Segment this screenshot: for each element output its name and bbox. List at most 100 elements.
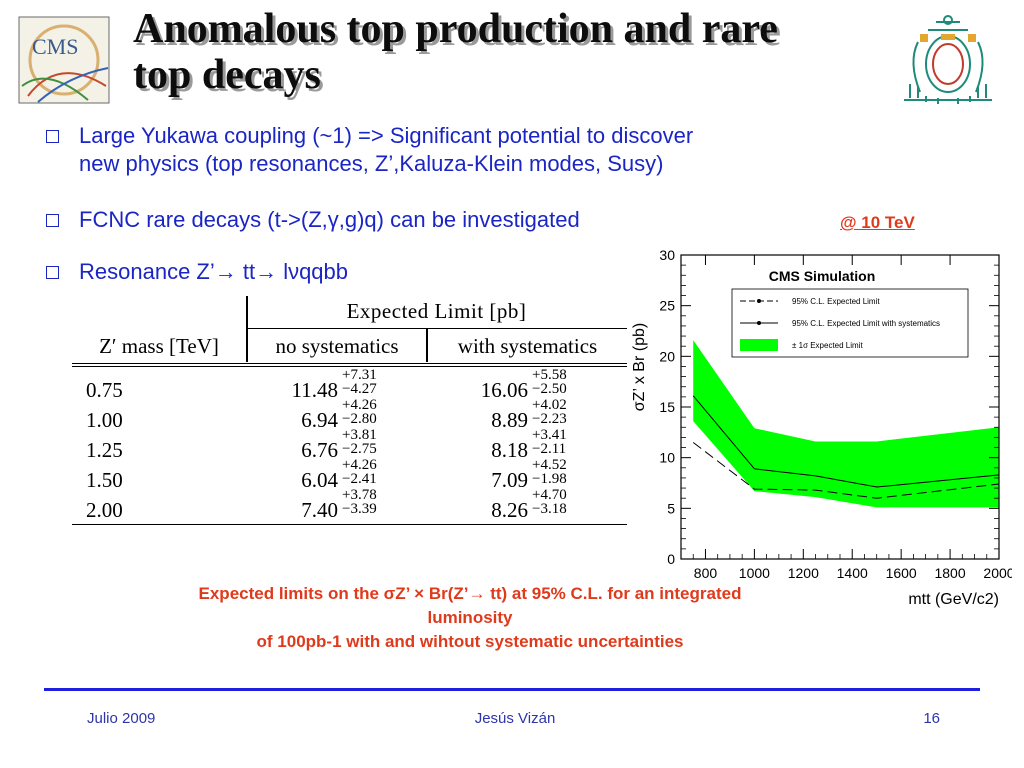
footer-rule bbox=[44, 688, 980, 691]
cms-logo-text: CMS bbox=[32, 34, 78, 59]
cell-sys-err: +4.02 −2.23 bbox=[532, 397, 567, 427]
table-col-mass: Z′ mass [TeV] bbox=[99, 334, 219, 358]
err-up: +4.02 bbox=[532, 397, 567, 413]
limit-chart-svg: 0 5 10 15 20 25 30 800 1000 1200 1400 1600 1800 2000 C… bbox=[631, 247, 1015, 608]
table-col-nosys: no systematics bbox=[275, 334, 399, 358]
energy-label: @ 10 TeV bbox=[840, 213, 915, 232]
x-axis-label: mtt (GeV/c2) bbox=[908, 591, 999, 608]
table-rule bbox=[72, 366, 627, 367]
x-tick-label: 800 bbox=[694, 565, 718, 581]
cell-nosys-err: +4.26 −2.41 bbox=[342, 458, 377, 487]
cell-nosys: 7.40 bbox=[301, 498, 338, 522]
y-tick-label: 15 bbox=[659, 399, 675, 415]
band-1sigma bbox=[693, 340, 999, 508]
legend-swatch-band bbox=[740, 339, 778, 351]
cell-sys: 16.06 bbox=[480, 378, 528, 402]
cell-mass: 0.75 bbox=[86, 378, 123, 402]
cell-mass: 1.50 bbox=[86, 468, 123, 492]
cell-nosys-err: +7.31 −4.27 bbox=[342, 367, 377, 397]
err-up: +3.41 bbox=[532, 427, 567, 443]
cell-mass: 1.00 bbox=[86, 408, 123, 432]
cell-nosys-err: +4.26 −2.80 bbox=[342, 397, 377, 427]
err-up: +5.58 bbox=[532, 367, 567, 383]
caption-line3: of 100pb-1 with and wihtout systematic u… bbox=[256, 632, 684, 651]
slide-title-line1: Anomalous top production and rare bbox=[133, 6, 778, 52]
x-tick-label: 1600 bbox=[886, 565, 917, 581]
err-up: +3.78 bbox=[342, 487, 377, 503]
caption-line1: Expected limits on the σZ’ × Br(Z’→ tt) … bbox=[198, 584, 742, 603]
legend-marker bbox=[757, 299, 761, 303]
table-divider bbox=[246, 328, 248, 362]
cell-nosys: 11.48 bbox=[291, 378, 338, 402]
table-rule bbox=[246, 328, 627, 329]
chart-title: CMS Simulation bbox=[769, 268, 876, 284]
x-tick-label: 1200 bbox=[788, 565, 819, 581]
bullet-box-icon bbox=[46, 266, 59, 279]
err-down: −2.11 bbox=[532, 441, 567, 457]
cms-logo: CMS bbox=[18, 16, 110, 104]
cell-nosys-err: +3.81 −2.75 bbox=[342, 427, 377, 457]
err-down: −4.27 bbox=[342, 381, 377, 397]
bullet-resonance: Resonance Z’→ tt→ lνqqbb bbox=[46, 258, 606, 286]
cell-sys-err: +4.52 −1.98 bbox=[532, 457, 567, 487]
expected-limit-table: Expected Limit [pb] Z′ mass [TeV] no sys… bbox=[72, 296, 627, 526]
cell-sys: 8.89 bbox=[491, 408, 528, 432]
table-row: 1.50 6.04 +4.26 −2.41 7.09 +4.52 −1.98 bbox=[72, 458, 627, 494]
figure-caption: Expected limits on the σZ’ × Br(Z’→ tt) … bbox=[90, 582, 850, 654]
limit-chart: 0 5 10 15 20 25 30 800 1000 1200 1400 1600 1800 2000 C… bbox=[622, 245, 1015, 615]
y-tick-label: 0 bbox=[667, 551, 675, 567]
err-down: −2.41 bbox=[342, 471, 377, 487]
err-up: +4.52 bbox=[532, 457, 567, 473]
cell-sys-err: +3.41 −2.11 bbox=[532, 427, 567, 457]
university-crest-icon bbox=[898, 12, 998, 108]
table-row: 1.25 6.76 +3.81 −2.75 8.18 +3.41 −2.11 bbox=[72, 428, 627, 464]
cell-mass: 2.00 bbox=[86, 498, 123, 522]
y-tick-label: 30 bbox=[659, 247, 675, 263]
bullet-box-icon bbox=[46, 214, 59, 227]
footer-date: Julio 2009 bbox=[87, 710, 156, 727]
cell-nosys: 6.76 bbox=[301, 438, 338, 462]
series-expected-limit-systematics bbox=[692, 395, 1000, 488]
err-down: −1.98 bbox=[532, 471, 567, 487]
err-up: +3.81 bbox=[342, 427, 377, 443]
footer-page-number: 16 bbox=[923, 710, 940, 727]
err-down: −2.23 bbox=[532, 411, 567, 427]
x-tick-label: 2000 bbox=[983, 565, 1012, 581]
x-tick-label: 1000 bbox=[739, 565, 770, 581]
err-down: −2.75 bbox=[342, 441, 377, 457]
legend-marker bbox=[757, 321, 761, 325]
bullet-text: Large Yukawa coupling (~1) => Significan… bbox=[79, 123, 694, 148]
y-tick-label: 5 bbox=[667, 500, 675, 516]
err-down: −2.80 bbox=[342, 411, 377, 427]
series-expected-limit bbox=[692, 442, 1000, 499]
err-up: +7.31 bbox=[342, 367, 377, 383]
bullet-fcnc: FCNC rare decays (t->(Z,γ,g)q) can be in… bbox=[46, 206, 766, 234]
x-tick-label: 1800 bbox=[934, 565, 965, 581]
y-tick-label: 10 bbox=[659, 450, 675, 466]
cell-nosys: 6.94 bbox=[301, 408, 338, 432]
err-up: +4.26 bbox=[342, 397, 377, 413]
table-col-sys: with systematics bbox=[457, 334, 598, 358]
table-header-expected-limit: Expected Limit [pb] bbox=[346, 299, 527, 323]
legend-label: ± 1σ Expected Limit bbox=[792, 341, 863, 350]
cell-nosys-err: +3.78 −3.39 bbox=[342, 487, 377, 517]
table-row: 2.00 7.40 +3.78 −3.39 8.26 +4.70 −3.18 bbox=[72, 488, 627, 524]
y-tick-label: 20 bbox=[659, 348, 675, 364]
slide-title-line2: top decays bbox=[133, 52, 321, 98]
cell-sys: 8.18 bbox=[491, 438, 528, 462]
table-rule bbox=[72, 524, 627, 525]
cell-mass: 1.25 bbox=[86, 438, 123, 462]
err-down: −3.39 bbox=[342, 501, 377, 517]
err-down: −2.50 bbox=[532, 381, 567, 397]
bullet-text: FCNC rare decays (t->(Z,γ,g)q) can be in… bbox=[79, 207, 580, 232]
bullet-box-icon bbox=[46, 130, 59, 143]
err-down: −3.18 bbox=[532, 501, 567, 517]
table-divider bbox=[426, 328, 428, 362]
cell-sys-err: +4.70 −3.18 bbox=[532, 488, 567, 517]
bullet-text: new physics (top resonances, Z’,Kaluza-K… bbox=[79, 151, 664, 176]
legend-label: 95% C.L. Expected Limit bbox=[792, 297, 880, 306]
legend-label: 95% C.L. Expected Limit with systematics bbox=[792, 319, 940, 328]
cell-sys-err: +5.58 −2.50 bbox=[532, 367, 567, 397]
table-rule bbox=[72, 363, 627, 364]
y-tick-label: 25 bbox=[659, 298, 675, 314]
